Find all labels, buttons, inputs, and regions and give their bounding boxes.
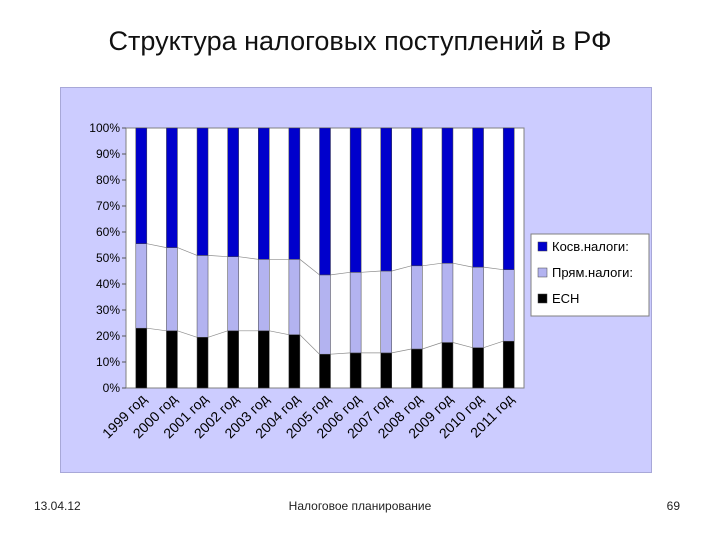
legend-label: Прям.налоги: [552, 265, 633, 280]
bar-segment [502, 127, 515, 270]
bar-segment [472, 347, 484, 389]
y-tick-label: 80% [96, 173, 120, 187]
bar-segment [472, 127, 484, 268]
bar-segment [166, 127, 178, 248]
bar-segment [502, 269, 515, 342]
y-tick-label: 0% [103, 381, 121, 395]
series-line [452, 342, 473, 349]
bar-segment [411, 348, 423, 389]
bar-segment [380, 127, 392, 272]
y-tick-label: 60% [96, 225, 120, 239]
bar-segment [349, 127, 362, 273]
stacked-bar-chart: 0%10%20%30%40%50%60%70%80%90%100%1999 го… [89, 121, 650, 441]
y-tick-label: 10% [96, 355, 120, 369]
bar-segment [227, 256, 239, 332]
bar-segment [411, 127, 423, 267]
bar-segment [288, 127, 301, 260]
bar-segment [135, 327, 148, 389]
series-line [238, 256, 259, 260]
bar-segment [349, 272, 362, 354]
series-line [207, 330, 228, 338]
series-line [299, 259, 320, 276]
bar-segment [196, 337, 209, 389]
series-line [483, 266, 504, 271]
legend-swatch [537, 267, 548, 278]
bar-segment [441, 342, 454, 389]
bar-segment [227, 330, 239, 389]
y-tick-label: 100% [89, 121, 120, 135]
bar-segment [380, 352, 392, 389]
slide-title: Структура налоговых поступлений в РФ [108, 26, 612, 56]
y-tick-label: 40% [96, 277, 120, 291]
y-tick-label: 50% [96, 251, 120, 265]
series-line [422, 342, 443, 350]
series-line [452, 262, 473, 268]
y-tick-label: 30% [96, 303, 120, 317]
footer-date: 13.04.12 [34, 499, 81, 513]
legend-label: Косв.налоги: [552, 239, 629, 254]
bar-segment [349, 352, 362, 389]
bar-segment [472, 266, 484, 348]
legend-swatch [537, 241, 548, 252]
bar-segment [196, 255, 209, 338]
bar-segment [288, 334, 301, 389]
bar-segment [319, 127, 331, 276]
bar-segment [319, 274, 331, 355]
series-line [146, 243, 167, 248]
bar-segment [441, 127, 454, 264]
bar-segment [258, 127, 270, 260]
series-line [299, 334, 320, 355]
legend-label: ЕСН [552, 291, 579, 306]
series-line [391, 265, 412, 272]
series-line [422, 262, 443, 267]
bar-segment [502, 340, 515, 389]
series-line [330, 271, 351, 276]
bar-segment [196, 127, 209, 256]
y-tick-label: 20% [96, 329, 120, 343]
series-line [330, 352, 351, 355]
bar-segment [227, 127, 239, 257]
bar-segment [258, 330, 270, 389]
series-line [146, 327, 167, 332]
bar-segment [135, 243, 148, 329]
bar-segment [166, 247, 178, 332]
series-line [483, 340, 504, 349]
bar-segment [411, 265, 423, 350]
series-line [269, 330, 289, 336]
series-line [177, 247, 198, 256]
y-tick-label: 70% [96, 199, 120, 213]
bar-segment [288, 259, 301, 335]
y-tick-label: 90% [96, 147, 120, 161]
page-number: 69 [666, 499, 680, 513]
series-line [391, 348, 412, 354]
bar-segment [319, 353, 331, 389]
bar-segment [135, 127, 148, 244]
chart-area: 0% 10% 20% 30% 40% 50% 60% 70% 80% 90% 100% 1999 го… [60, 87, 652, 473]
bar-segment [258, 259, 270, 332]
bar-segment [380, 270, 392, 354]
bar-segment [441, 262, 454, 343]
bar-segment [166, 330, 178, 389]
legend-swatch [537, 293, 548, 304]
footer-caption: Налоговое планирование [288, 499, 432, 513]
series-line [177, 330, 198, 338]
series-line [361, 270, 381, 273]
legend [530, 233, 650, 317]
series-line [208, 255, 228, 258]
